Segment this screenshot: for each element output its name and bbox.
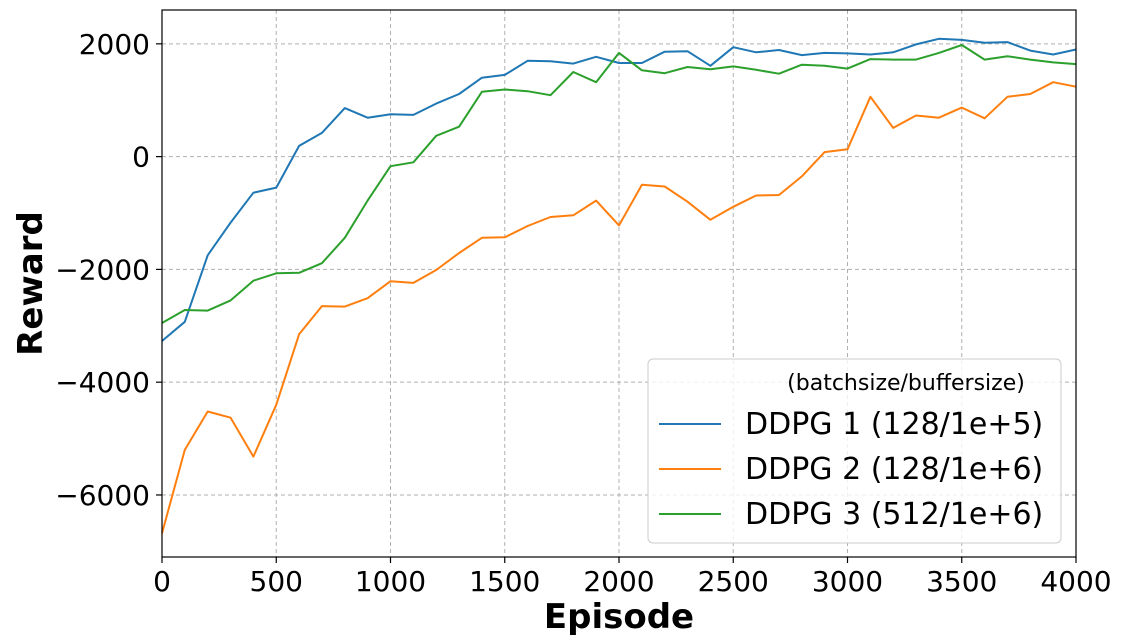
x-tick-label: 500 [250,565,303,598]
x-tick-label: 3500 [926,565,997,598]
legend-items: DDPG 1 (128/1e+5) DDPG 2 (128/1e+6) DDPG 3… [659,407,1043,532]
legend-label-2: DDPG 2 (128/1e+6) [745,452,1043,487]
y-tick-label: −6000 [55,479,150,512]
legend-box [647,358,1062,544]
x-tick-label: 1000 [355,565,426,598]
legend-label-1: DDPG 1 (128/1e+5) [745,407,1043,442]
y-tick-label: 2000 [79,28,150,61]
series-lines [161,37,1077,534]
x-tick-label: 0 [153,565,171,598]
x-tick-label: 2000 [583,565,654,598]
y-tick-label: −4000 [55,366,150,399]
series-line-3 [161,44,1077,324]
x-axis-title: Episode [544,597,694,637]
x-tick-label: 3000 [812,565,883,598]
y-axis-title: Reward [11,211,51,356]
y-tick-label: 0 [132,141,150,174]
axis-ticks: 0 500 1000 1500 2000 2500 3000 3500 4000 2000 0 −20… [55,28,1111,598]
legend-label-3: DDPG 3 (512/1e+6) [745,497,1043,532]
grid [161,10,1077,557]
y-tick-label: −2000 [55,253,150,286]
series-line-2 [161,81,1077,534]
legend: (batchsize/buffersize) DDPG 1 (128/1e+5)… [647,358,1062,544]
x-tick-label: 2500 [698,565,769,598]
legend-title: (batchsize/buffersize) [787,371,1025,396]
x-tick-label: 4000 [1040,565,1111,598]
series-line-1 [161,37,1077,342]
x-tick-label: 1500 [469,565,540,598]
